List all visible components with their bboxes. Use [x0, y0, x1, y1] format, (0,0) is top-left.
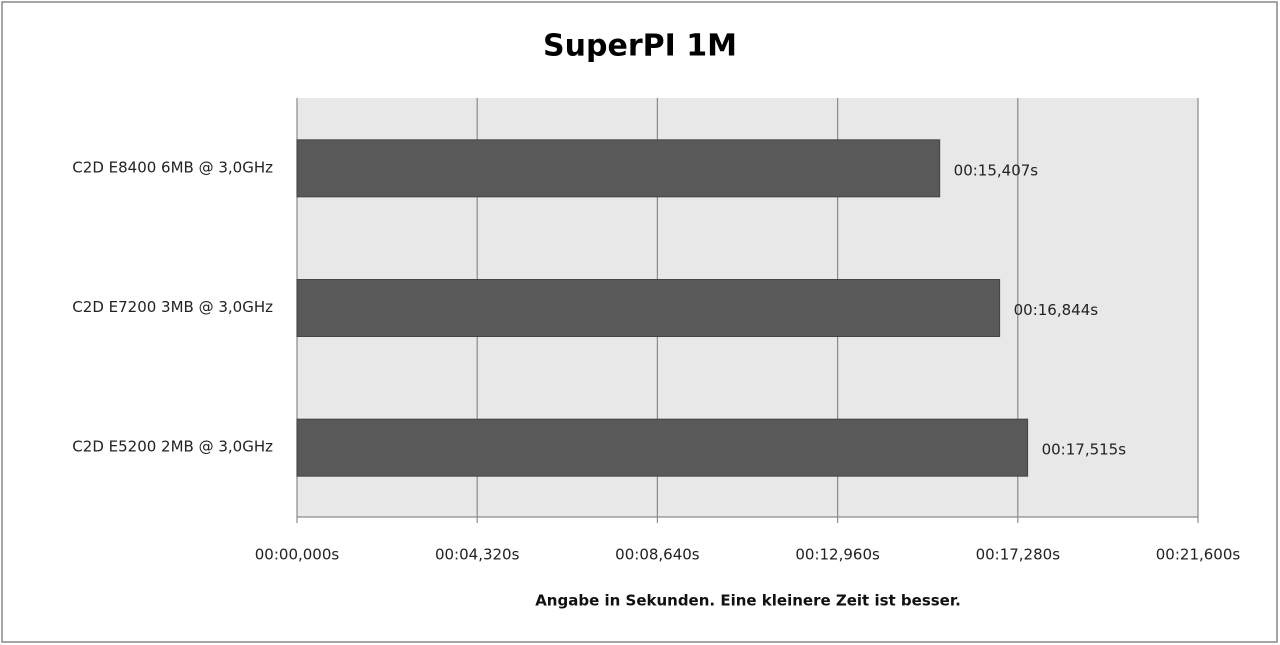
x-tick-label: 00:17,280s	[976, 546, 1061, 564]
x-axis-title: Angabe in Sekunden. Eine kleinere Zeit i…	[535, 592, 961, 610]
x-tick-label: 00:12,960s	[795, 546, 880, 564]
y-tick-label: C2D E7200 3MB @ 3,0GHz	[72, 298, 273, 316]
x-tick-label: 00:00,000s	[255, 546, 340, 564]
x-tick-label: 00:04,320s	[435, 546, 520, 564]
x-tick-label: 00:08,640s	[615, 546, 700, 564]
bar	[296, 418, 1029, 477]
bar	[296, 139, 941, 198]
y-tick-label: C2D E5200 2MB @ 3,0GHz	[72, 438, 273, 456]
value-label: 00:15,407s	[954, 161, 1039, 179]
chart-title: SuperPI 1M	[543, 29, 737, 64]
value-label: 00:16,844s	[1014, 301, 1099, 319]
y-tick-label: C2D E8400 6MB @ 3,0GHz	[72, 158, 273, 176]
bar	[296, 279, 1001, 337]
value-label: 00:17,515s	[1042, 441, 1127, 459]
x-tick-label: 00:21,600s	[1156, 546, 1241, 564]
